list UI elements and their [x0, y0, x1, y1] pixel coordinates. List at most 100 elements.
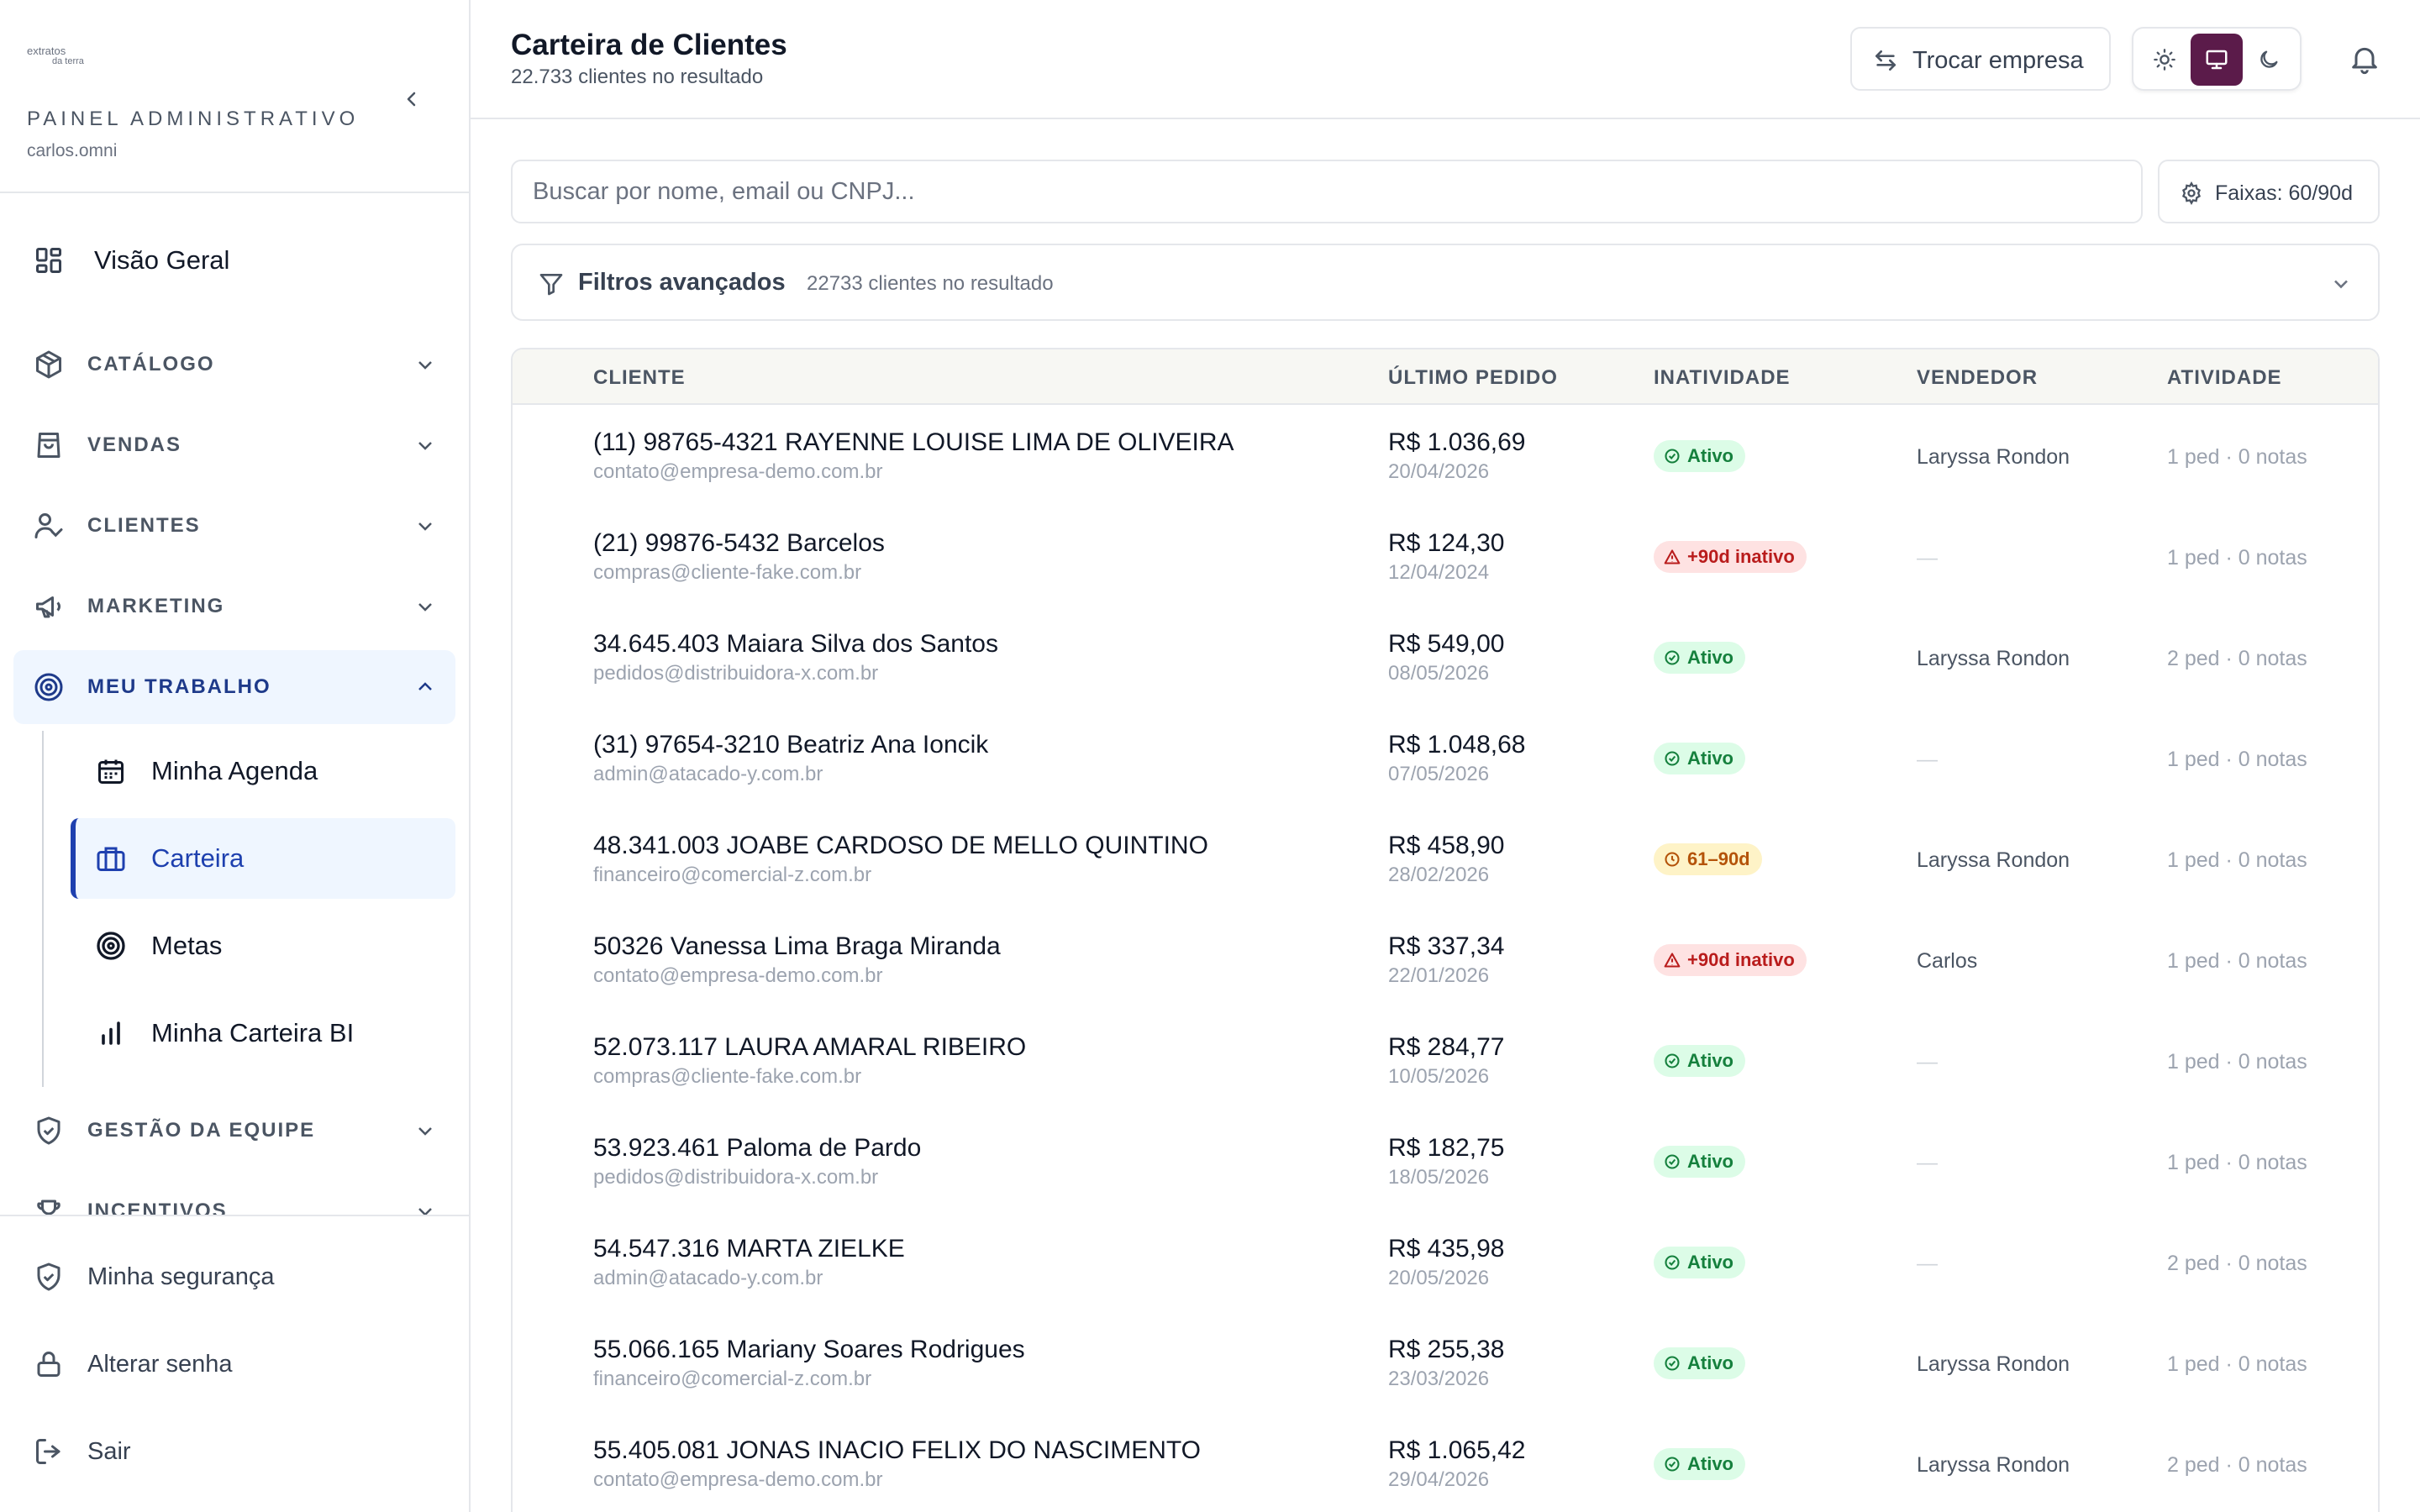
status-badge: 61–90d — [1654, 843, 1762, 875]
status-badge-label: Ativo — [1687, 647, 1733, 668]
nav-minha-seguranca[interactable]: Minha segurança — [13, 1240, 455, 1314]
client-email: compras@cliente-fake.com.br — [593, 561, 862, 584]
theme-light-button[interactable] — [2139, 34, 2191, 86]
filter-icon — [539, 274, 563, 296]
chevron-down-icon — [418, 603, 432, 612]
chevron-down-icon — [418, 442, 432, 450]
nav-carteira-label: Carteira — [151, 843, 245, 873]
column-header-ultimo-pedido[interactable]: ÚLTIMO PEDIDO — [1388, 366, 1558, 389]
monitor-icon — [2206, 50, 2228, 70]
nav-minha-agenda[interactable]: Minha Agenda — [71, 731, 455, 811]
seller-name: — — [1917, 1252, 1938, 1275]
status-badge: Ativo — [1654, 743, 1745, 774]
client-email: compras@cliente-fake.com.br — [593, 1065, 862, 1088]
shield-check-icon — [37, 1116, 60, 1145]
last-order-value: R$ 1.036,69 — [1388, 428, 1526, 456]
column-header-cliente[interactable]: CLIENTE — [593, 366, 686, 389]
trocar-empresa-button[interactable]: Trocar empresa — [1850, 27, 2111, 91]
client-email: admin@atacado-y.com.br — [593, 763, 823, 785]
table-row[interactable]: (31) 97654-3210 Beatriz Ana Ioncik admin@… — [513, 709, 2378, 810]
trocar-empresa-label: Trocar empresa — [1912, 47, 2084, 74]
nav-vendas[interactable]: VENDAS — [13, 408, 455, 482]
nav-minha-carteira-bi[interactable]: Minha Carteira BI — [71, 993, 455, 1074]
table-row[interactable]: 50326 Vanessa Lima Braga Miranda contato@… — [513, 911, 2378, 1011]
theme-dark-button[interactable] — [2243, 34, 2295, 86]
nav-catalogo-label: CATÁLOGO — [87, 353, 215, 375]
alert-triangle-icon — [1664, 549, 1681, 564]
last-order-value: R$ 1.065,42 — [1388, 1436, 1526, 1464]
nav-clientes[interactable]: CLIENTES — [13, 489, 455, 563]
nav-gestao-equipe[interactable]: GESTÃO DA EQUIPE — [13, 1094, 455, 1168]
faixas-button[interactable]: Faixas: 60/90d — [2158, 160, 2380, 223]
last-order-value: R$ 255,38 — [1388, 1336, 1505, 1363]
sidebar-divider — [0, 1215, 469, 1216]
activity-summary: 1 ped · 0 notas — [2167, 1352, 2307, 1376]
nav-meu-trabalho[interactable]: MEU TRABALHO — [13, 650, 455, 724]
table-row[interactable]: (11) 98765-4321 RAYENNE LOUISE LIMA DE O… — [513, 407, 2378, 507]
bar-chart-icon — [102, 1021, 120, 1045]
log-out-icon — [36, 1439, 60, 1464]
panel-user: carlos.omni — [27, 141, 118, 160]
status-badge-label: Ativo — [1687, 1352, 1733, 1373]
nav-metas[interactable]: Metas — [71, 906, 455, 986]
client-name: 54.547.316 MARTA ZIELKE — [593, 1235, 905, 1263]
briefcase-icon — [97, 847, 125, 871]
status-badge: +90d inativo — [1654, 944, 1807, 976]
status-badge: Ativo — [1654, 1146, 1745, 1178]
nav-catalogo[interactable]: CATÁLOGO — [13, 328, 455, 402]
nav-minha-seguranca-label: Minha segurança — [87, 1263, 275, 1290]
status-badge-label: 61–90d — [1687, 848, 1750, 869]
table-row[interactable]: 52.073.117 LAURA AMARAL RIBEIRO compras@c… — [513, 1011, 2378, 1112]
table-row[interactable]: 55.405.081 JONAS INACIO FELIX DO NASCIME… — [513, 1415, 2378, 1512]
nav-sair[interactable]: Sair — [13, 1415, 455, 1488]
last-order-value: R$ 182,75 — [1388, 1134, 1505, 1162]
last-order-date: 23/03/2026 — [1388, 1368, 1490, 1390]
gear-icon — [2181, 181, 2202, 205]
trophy-icon — [37, 1200, 60, 1215]
last-order-date: 12/04/2024 — [1388, 561, 1490, 584]
search-input[interactable] — [511, 160, 2143, 223]
panel-title: PAINEL ADMINISTRATIVO — [27, 108, 360, 130]
box-icon — [36, 350, 61, 379]
nav-alterar-senha[interactable]: Alterar senha — [13, 1327, 455, 1401]
brand-line-1: extratos — [27, 45, 66, 57]
sidebar: extratos da terra PAINEL ADMINISTRATIVO … — [0, 0, 471, 1512]
nav-marketing[interactable]: MARKETING — [13, 570, 455, 643]
column-header-inatividade[interactable]: INATIVIDADE — [1654, 366, 1791, 389]
table-row[interactable]: 53.923.461 Paloma de Pardo pedidos@distri… — [513, 1112, 2378, 1213]
table-row[interactable]: 54.547.316 MARTA ZIELKE admin@atacado-y.c… — [513, 1213, 2378, 1314]
bell-icon — [2352, 47, 2377, 75]
status-badge: Ativo — [1654, 1448, 1745, 1480]
last-order-date: 29/04/2026 — [1388, 1468, 1490, 1491]
nav-incentivos[interactable]: INCENTIVOS — [13, 1176, 455, 1215]
nav-clientes-label: CLIENTES — [87, 514, 201, 537]
collapse-sidebar-button[interactable] — [397, 84, 427, 114]
table-row[interactable]: 34.645.403 Maiara Silva dos Santos pedido… — [513, 608, 2378, 709]
client-email: financeiro@comercial-z.com.br — [593, 1368, 872, 1390]
column-header-vendedor[interactable]: VENDEDOR — [1917, 366, 2039, 389]
status-badge-label: Ativo — [1687, 1252, 1733, 1273]
seller-name: — — [1917, 1151, 1938, 1174]
table-row[interactable]: (21) 99876-5432 Barcelos compras@cliente-… — [513, 507, 2378, 608]
client-email: pedidos@distribuidora-x.com.br — [593, 662, 879, 685]
last-order-date: 08/05/2026 — [1388, 662, 1490, 685]
target-icon — [97, 932, 125, 960]
nav-marketing-label: MARKETING — [87, 595, 225, 617]
arrows-swap-icon — [1876, 50, 1896, 71]
table-row[interactable]: 55.066.165 Mariany Soares Rodrigues finan… — [513, 1314, 2378, 1415]
check-circle-icon — [1665, 1154, 1680, 1169]
seller-name: Laryssa Rondon — [1917, 1352, 2070, 1376]
nav-visao-geral[interactable]: Visão Geral — [13, 223, 455, 297]
column-header-atividade[interactable]: ATIVIDADE — [2167, 366, 2282, 389]
nav-carteira[interactable]: Carteira — [71, 818, 455, 899]
theme-system-button[interactable] — [2191, 34, 2243, 86]
chevron-down-icon — [418, 1208, 432, 1215]
calendar-icon — [98, 759, 124, 784]
client-email: admin@atacado-y.com.br — [593, 1267, 823, 1289]
table-row[interactable]: 48.341.003 JOABE CARDOSO DE MELLO QUINTI… — [513, 810, 2378, 911]
status-badge-label: Ativo — [1687, 1151, 1733, 1172]
advanced-filters-toggle[interactable]: Filtros avançados 22733 clientes no resu… — [511, 244, 2380, 321]
moon-icon — [2260, 50, 2278, 68]
activity-summary: 1 ped · 0 notas — [2167, 445, 2307, 469]
notifications-button[interactable] — [2348, 42, 2381, 76]
